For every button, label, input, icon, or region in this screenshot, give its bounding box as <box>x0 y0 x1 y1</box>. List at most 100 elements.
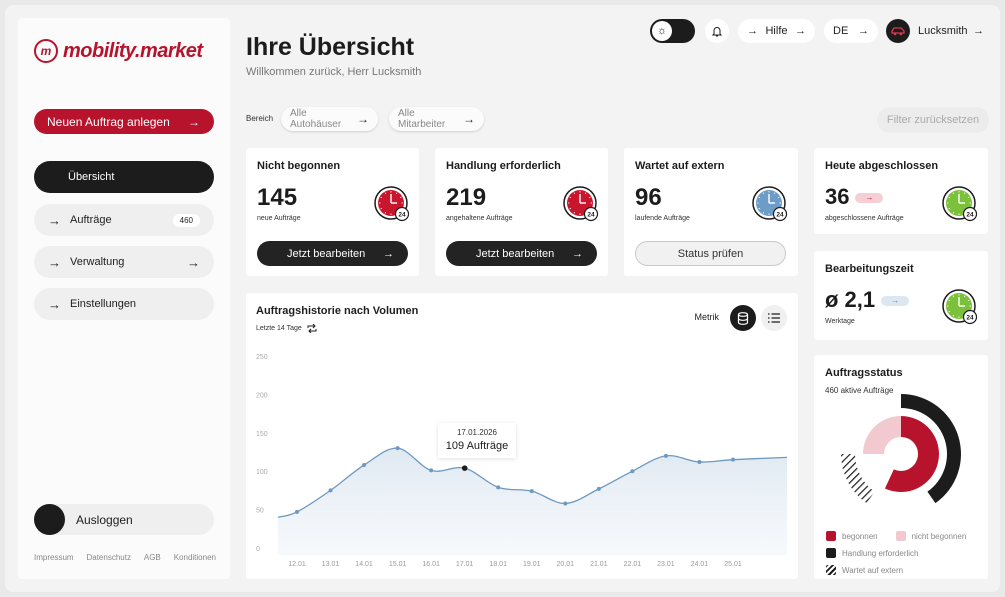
list-icon <box>768 313 780 323</box>
page-subtitle: Willkommen zurück, Herr Lucksmith <box>246 66 422 78</box>
dealer-filter-text: Alle Autohäuser <box>290 108 342 130</box>
y-tick-label: 50 <box>256 508 264 515</box>
user-avatar <box>886 19 910 43</box>
clock-icon: 24 <box>942 186 978 222</box>
arrow-right-icon: → <box>794 25 806 37</box>
range-selector[interactable]: Letzte 14 Tage <box>256 324 317 333</box>
kpi-card-completed-today: Heute abgeschlossen 36 → abgeschlossene A… <box>814 148 988 234</box>
user-menu[interactable]: Lucksmith → <box>886 19 992 43</box>
data-point[interactable] <box>630 469 635 474</box>
sidebar-item-orders[interactable]: → Aufträge 460 <box>34 204 214 236</box>
database-view-button[interactable] <box>730 305 756 331</box>
check-status-button[interactable]: Status prüfen <box>635 241 786 266</box>
data-point[interactable] <box>731 457 735 462</box>
kpi-title: Heute abgeschlossen <box>825 160 939 172</box>
tooltip-date: 17.01.2026 <box>456 428 498 437</box>
data-point[interactable] <box>461 465 468 471</box>
series-line <box>277 447 788 518</box>
language-select[interactable]: DE → <box>824 19 878 43</box>
filter-bar: Bereich Alle Autohäuser → Alle Mitarbeit… <box>246 107 989 133</box>
reset-filters-button[interactable]: Filter zurücksetzen <box>877 107 989 133</box>
button-label: Jetzt bearbeiten <box>476 247 555 260</box>
new-order-button[interactable]: Neuen Auftrag anlegen → <box>34 109 214 134</box>
work-now-button[interactable]: Jetzt bearbeiten → <box>446 241 597 266</box>
dealer-filter[interactable]: Alle Autohäuser → <box>281 107 378 131</box>
x-tick-label: 17.01 <box>456 561 474 568</box>
logo-mark-icon: m <box>34 39 58 63</box>
arrow-right-icon: → <box>747 25 758 37</box>
y-tick-label: 200 <box>256 392 268 399</box>
work-now-button[interactable]: Jetzt bearbeiten → <box>257 241 408 266</box>
bell-icon <box>711 27 723 37</box>
data-point[interactable] <box>596 486 601 491</box>
donut-segment-action-required[interactable] <box>901 394 961 504</box>
order-history-card: Auftragshistorie nach Volumen Letzte 14 … <box>246 293 798 579</box>
x-tick-label: 22.01 <box>624 561 642 568</box>
clock-icon: 24 <box>374 186 410 222</box>
sidebar-item-label: Verwaltung <box>70 256 125 268</box>
logout-button[interactable]: Ausloggen <box>34 504 214 535</box>
donut-segment-not-started[interactable] <box>863 416 901 454</box>
sidebar-item-settings[interactable]: → Einstellungen <box>34 288 214 320</box>
footer-link-privacy[interactable]: Datenschutz <box>86 553 131 562</box>
logo-text: mobility.market <box>63 39 203 62</box>
sidebar-item-administration[interactable]: → Verwaltung → <box>34 246 214 278</box>
kpi-subtitle: laufende Aufträge <box>635 215 690 222</box>
kpi-subtitle: angehaltene Aufträge <box>446 215 513 222</box>
kpi-value: 36 <box>825 184 850 209</box>
chart-title: Auftragshistorie nach Volumen <box>256 305 419 317</box>
arrow-right-icon: → <box>357 112 369 126</box>
data-point[interactable] <box>663 453 668 458</box>
y-tick-label: 0 <box>256 546 260 553</box>
legend-item: Wartet auf extern <box>826 565 903 575</box>
notifications-button[interactable] <box>705 19 729 43</box>
filter-label: Bereich <box>246 114 274 123</box>
arrow-right-icon: → <box>48 212 61 228</box>
clock-badge-label: 24 <box>776 212 784 219</box>
button-label: Jetzt bearbeiten <box>287 247 366 260</box>
arrow-right-icon: → <box>463 112 475 126</box>
data-point[interactable] <box>295 509 299 514</box>
theme-toggle[interactable]: ☼ <box>650 19 695 43</box>
kpi-card-waiting-external: Wartet auf extern 96 laufende Aufträge 2… <box>624 148 798 276</box>
sidebar-item-overview[interactable]: Übersicht <box>34 161 214 193</box>
data-point[interactable] <box>496 485 501 490</box>
x-tick-label: 12.01 <box>288 561 306 568</box>
new-order-label: Neuen Auftrag anlegen <box>47 114 170 129</box>
arrow-right-icon: → <box>572 247 583 260</box>
data-point[interactable] <box>328 488 333 493</box>
data-point[interactable] <box>429 468 434 473</box>
kpi-subtitle: neue Aufträge <box>257 215 301 222</box>
list-view-button[interactable] <box>761 305 787 331</box>
legend-item: begonnen nicht begonnen <box>826 531 966 541</box>
kpi-value-row: ø 2,1 → <box>825 287 910 313</box>
database-icon <box>737 311 749 325</box>
kpi-title: Nicht begonnen <box>257 160 341 172</box>
data-point[interactable] <box>697 459 702 464</box>
brand-logo[interactable]: m mobility.market <box>34 39 203 63</box>
donut-segment-started[interactable] <box>884 416 939 492</box>
sidebar-item-label: Aufträge <box>70 214 112 226</box>
order-status-card: Auftragsstatus 460 aktive Aufträge begon… <box>814 355 988 579</box>
help-button[interactable]: → Hilfe → <box>738 19 815 43</box>
data-point[interactable] <box>529 489 534 494</box>
repeat-icon <box>307 324 317 333</box>
status-donut-chart <box>841 394 961 504</box>
data-point[interactable] <box>362 463 367 468</box>
data-point[interactable] <box>395 446 400 451</box>
kpi-card-not-started: Nicht begonnen 145 neue Aufträge 24 Jetz… <box>246 148 419 276</box>
legend-swatch <box>826 565 836 575</box>
footer-link-terms[interactable]: AGB <box>143 553 161 562</box>
footer-link-conditions[interactable]: Konditionen <box>173 553 216 562</box>
x-tick-label: 25.01 <box>724 561 742 568</box>
history-chart: 0 50 100 150 200 250 12.01 13.01 14.01 15.01 16.01… <box>256 354 788 568</box>
clock-icon: 24 <box>752 186 788 222</box>
data-point[interactable] <box>563 501 568 506</box>
employee-filter[interactable]: Alle Mitarbeiter → <box>389 107 484 131</box>
kpi-value: 219 <box>446 184 487 211</box>
x-tick-label: 16.01 <box>422 561 440 568</box>
donut-segment-waiting-external[interactable] <box>841 454 875 504</box>
series-area <box>278 448 787 555</box>
kpi-value: 145 <box>257 184 298 211</box>
footer-link-imprint[interactable]: Impressum <box>34 553 74 562</box>
